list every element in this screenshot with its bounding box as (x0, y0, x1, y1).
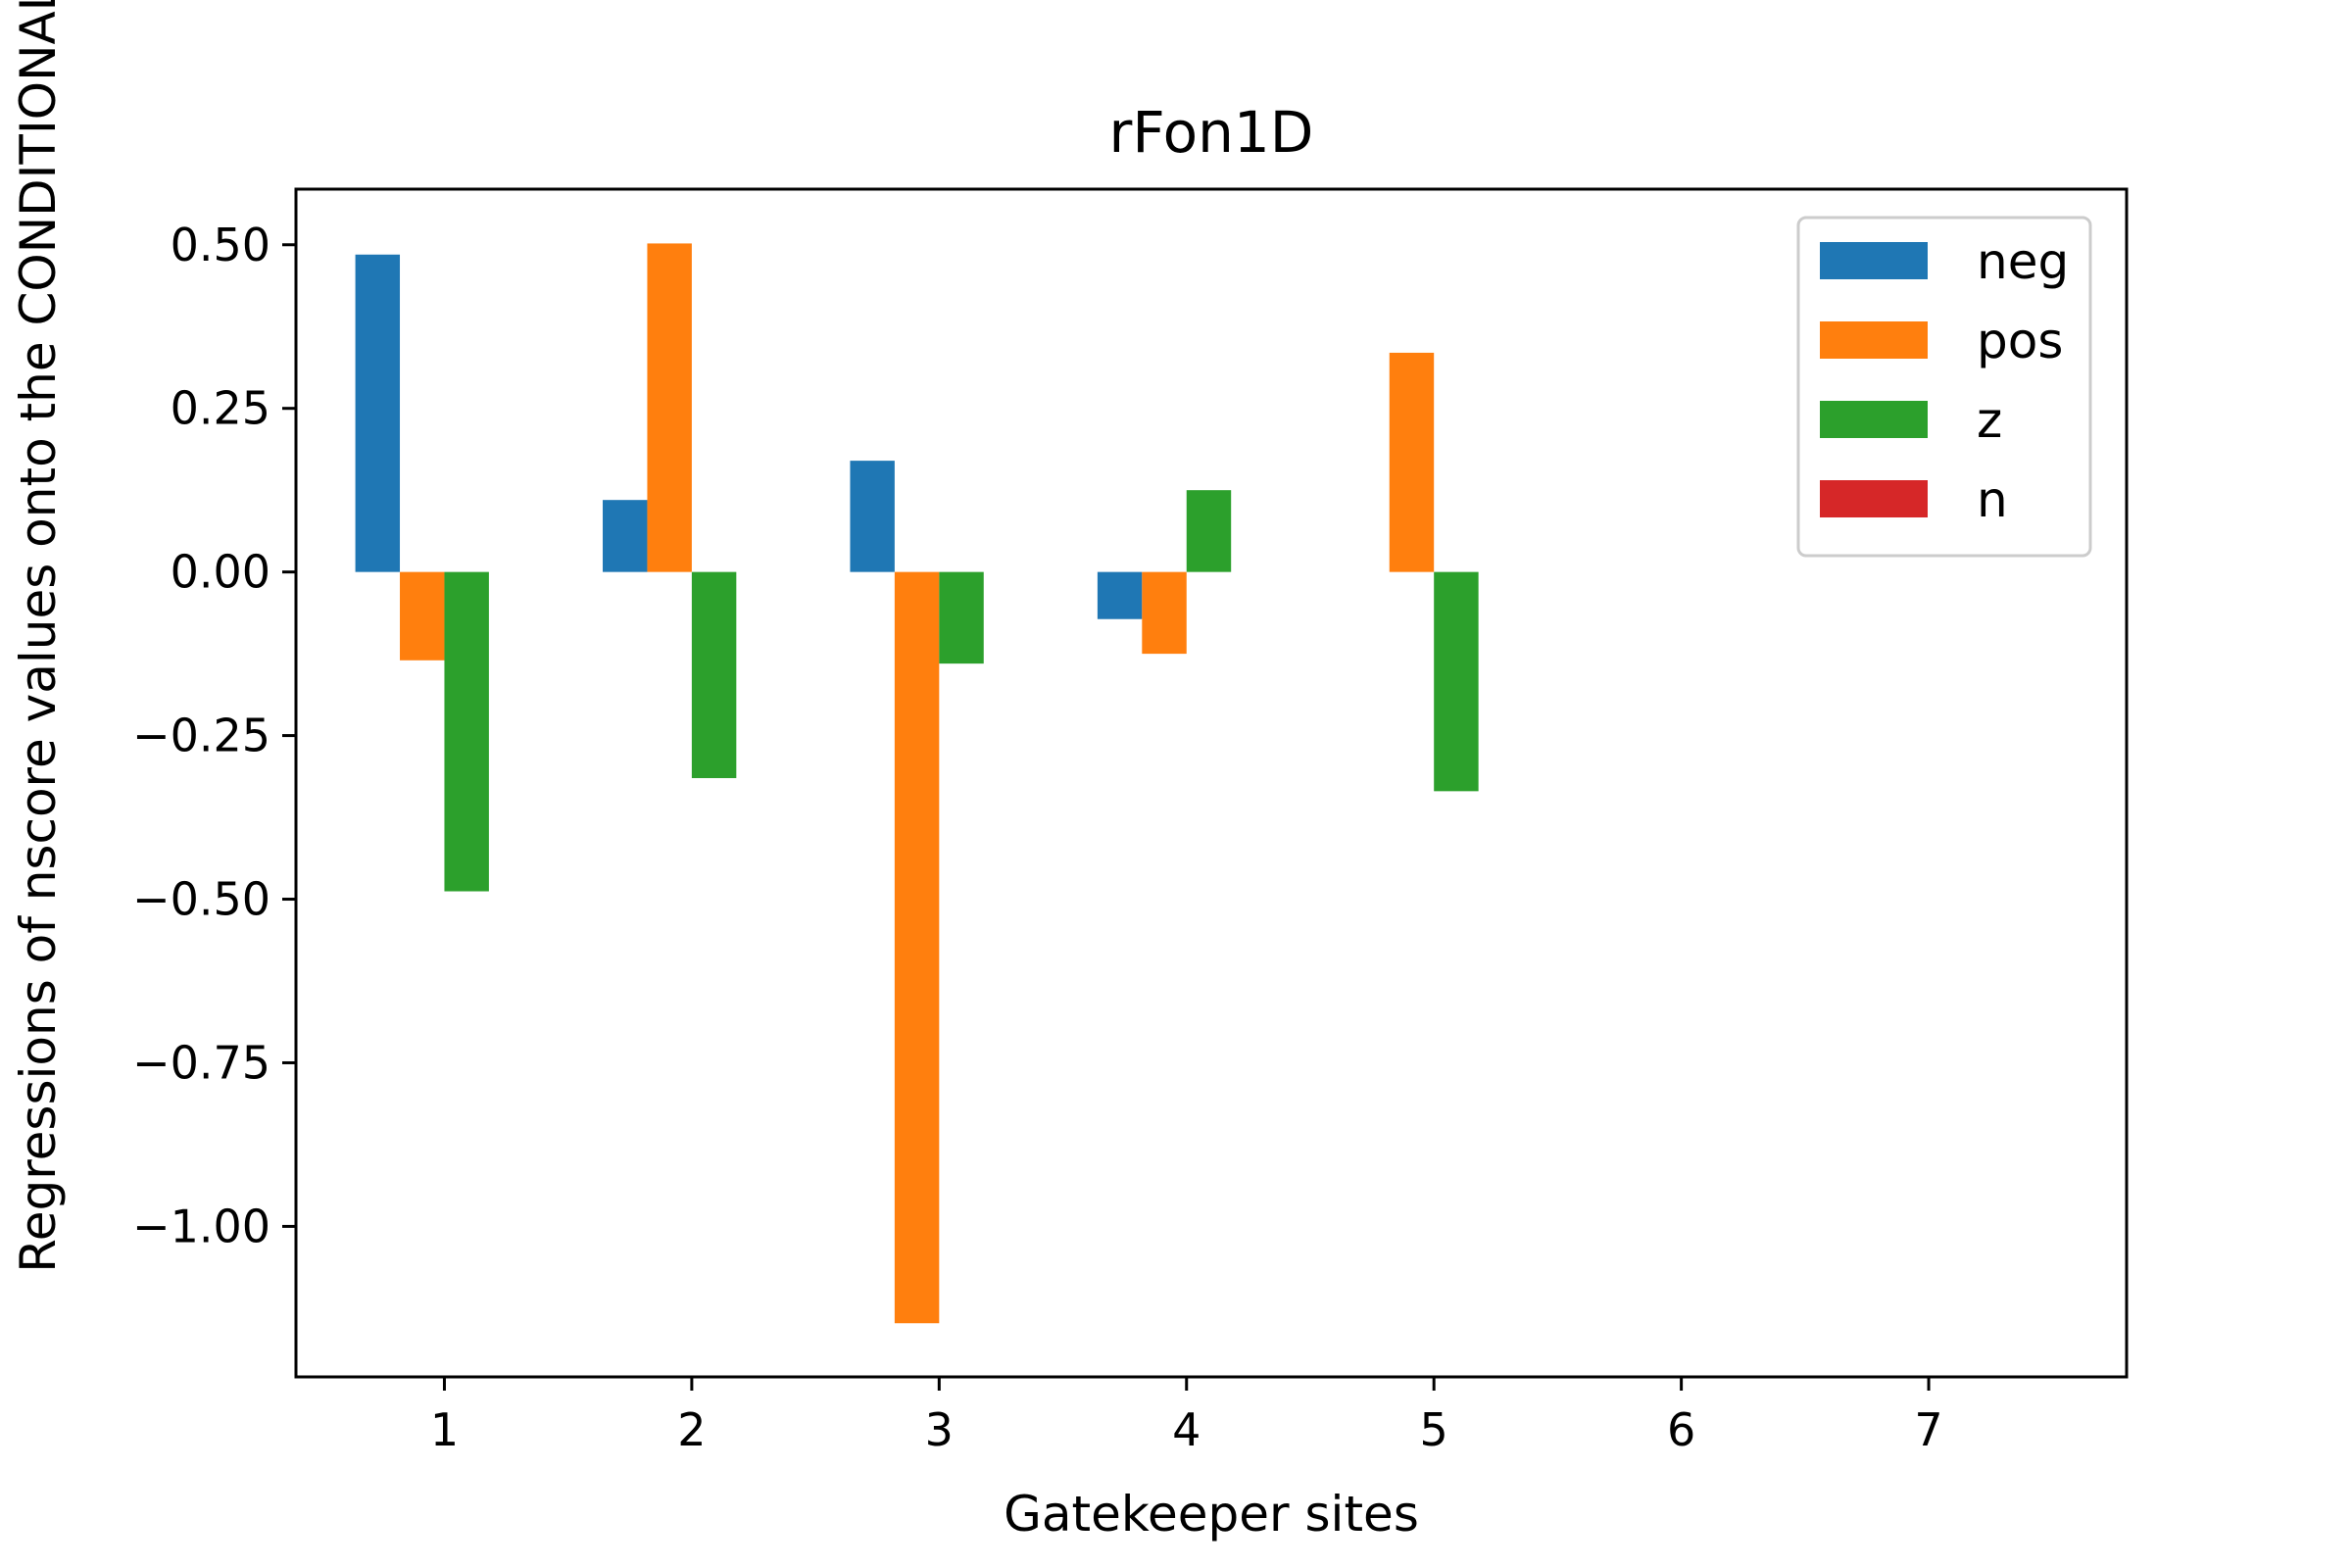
legend-label-pos: pos (1977, 313, 2063, 369)
y-tick-label: −0.25 (132, 710, 270, 762)
bar-pos-2 (647, 243, 692, 572)
legend-swatch-pos (1820, 321, 1928, 359)
bar-pos-5 (1389, 352, 1435, 572)
bars-layer (355, 243, 1479, 1324)
plot-area-frame (294, 187, 2129, 1379)
bar-pos-3 (894, 571, 940, 1324)
x-axis-label: Gatekeeper sites (1004, 1486, 1419, 1543)
x-tick-label: 4 (1172, 1403, 1200, 1456)
legend-label-z: z (1977, 392, 2002, 449)
x-axis: 1 2 3 4 5 6 7 (430, 1377, 1943, 1456)
legend-swatch-z (1820, 401, 1928, 438)
legend-swatch-neg (1820, 242, 1928, 279)
y-tick-label: 0.25 (171, 382, 270, 435)
x-tick-label: 7 (1914, 1403, 1942, 1456)
y-axis-label: Regressions of nscore values onto the CO… (10, 0, 67, 1273)
y-axis: 0.50 0.25 0.00 −0.25 −0.50 −0.75 −1.00 (132, 219, 296, 1252)
bar-neg-4 (1097, 571, 1143, 619)
bar-z-2 (691, 571, 737, 778)
legend-label-neg: neg (1977, 233, 2069, 290)
legend-label-n: n (1977, 471, 2008, 528)
bar-pos-4 (1142, 571, 1187, 655)
x-tick-label: 3 (925, 1403, 954, 1456)
y-tick-label: 0.00 (171, 546, 270, 599)
y-tick-label: −0.50 (132, 873, 270, 926)
bar-neg-2 (603, 500, 648, 572)
x-tick-label: 5 (1420, 1403, 1448, 1456)
bar-pos-1 (400, 571, 445, 661)
x-tick-label: 2 (677, 1403, 706, 1456)
y-tick-label: 0.50 (171, 219, 270, 271)
x-tick-label: 6 (1667, 1403, 1695, 1456)
legend-swatch-n (1820, 480, 1928, 517)
y-tick-label: −0.75 (132, 1036, 270, 1089)
bar-z-4 (1186, 490, 1232, 572)
bar-neg-3 (850, 461, 895, 572)
bar-z-1 (444, 571, 489, 892)
legend-box (1796, 216, 2092, 558)
bar-z-3 (939, 571, 984, 664)
x-tick-label: 1 (430, 1403, 459, 1456)
legend: neg pos zn (1796, 216, 2092, 558)
y-tick-label: −1.00 (132, 1200, 270, 1252)
bar-neg-1 (355, 254, 401, 572)
chart-title: rFon1D (1109, 99, 1314, 166)
bar-z-5 (1434, 571, 1479, 792)
